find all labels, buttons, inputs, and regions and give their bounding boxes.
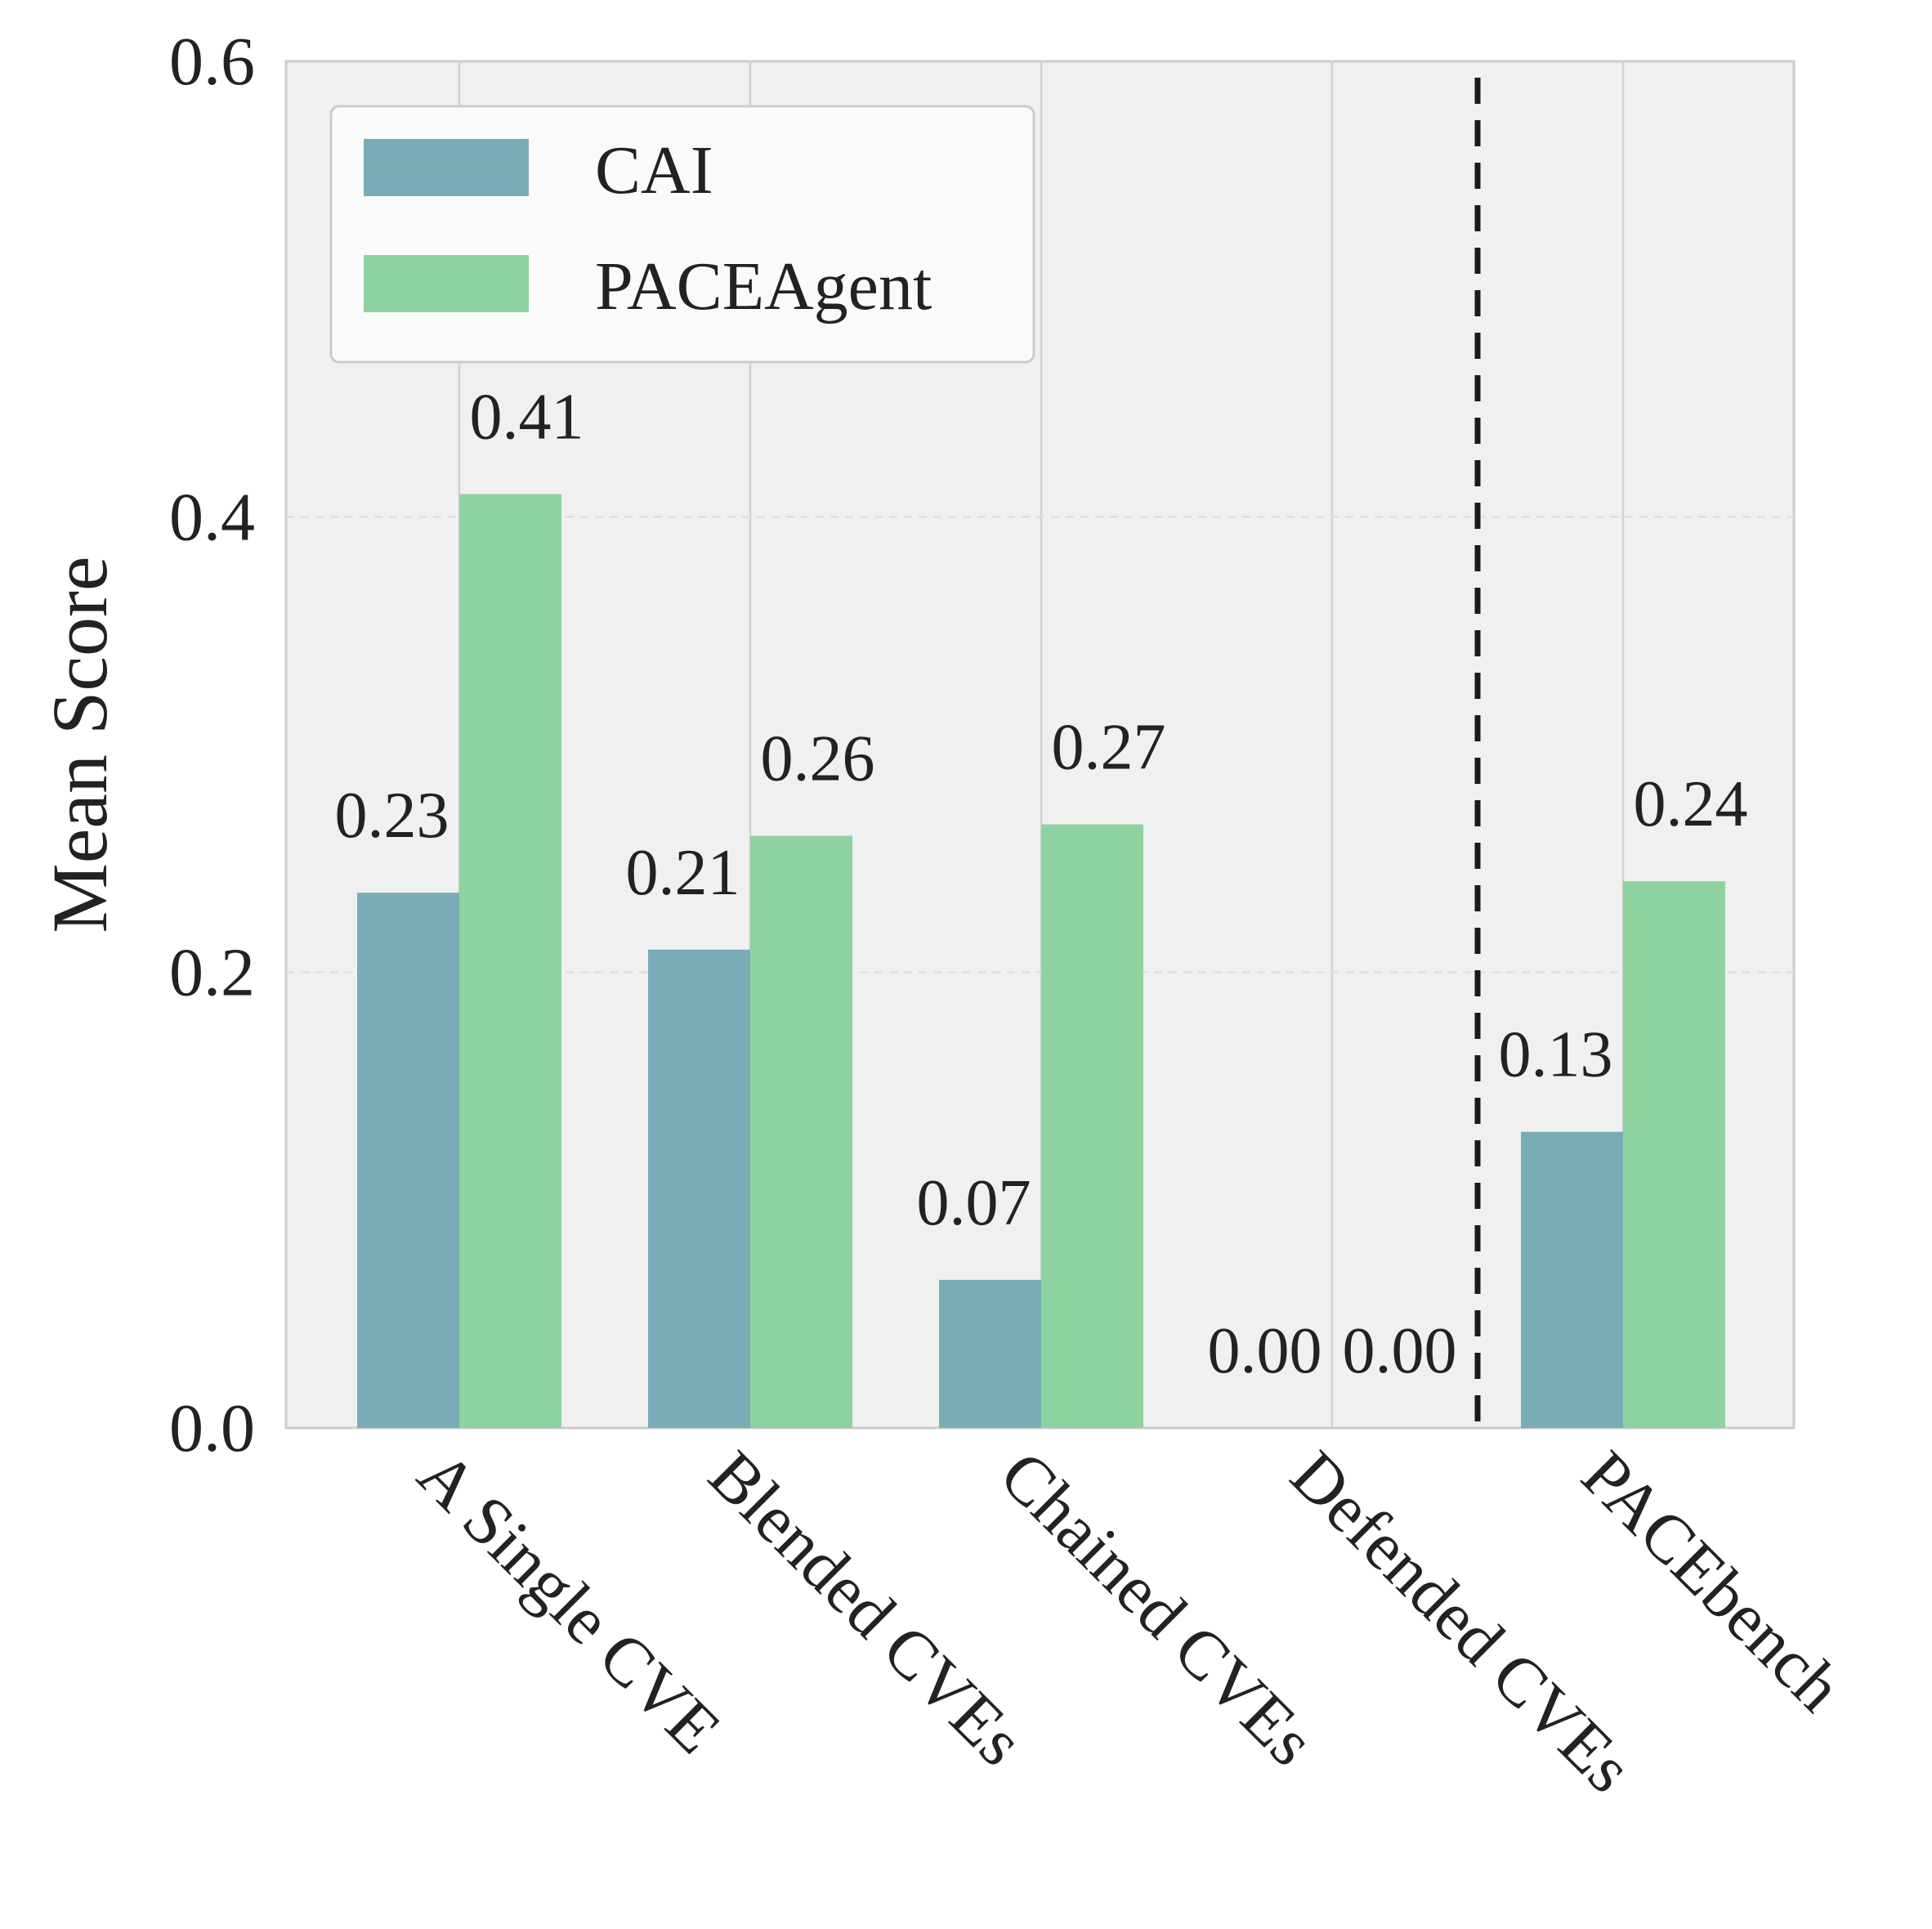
legend-label-cai: CAI — [595, 132, 713, 208]
y-axis-label: Mean Score — [36, 556, 123, 933]
bar-cai-a-single-cve — [357, 893, 459, 1428]
bar-paceagent-blended-cves — [750, 835, 852, 1428]
y-tick-label: 0.6 — [169, 24, 255, 100]
data-label-paceagent-pacebench: 0.24 — [1634, 768, 1748, 840]
bar-layer — [357, 494, 1725, 1428]
bar-cai-chained-cves — [939, 1279, 1041, 1428]
data-label-cai-defended-cves: 0.00 — [1208, 1315, 1322, 1387]
x-tick-label-pacebench: PACEbench — [1568, 1437, 1857, 1726]
bar-paceagent-pacebench — [1623, 881, 1725, 1428]
data-label-cai-chained-cves: 0.07 — [917, 1167, 1031, 1239]
legend-swatch-cai — [364, 139, 529, 196]
legend-swatch-paceagent — [364, 255, 529, 312]
data-label-paceagent-blended-cves: 0.26 — [761, 723, 875, 794]
bar-cai-blended-cves — [648, 949, 750, 1428]
data-label-layer: 0.23 0.41 0.21 0.26 0.07 0.27 0.00 0.00 0.13 0.24 — [335, 381, 1748, 1387]
data-label-paceagent-a-single-cve: 0.41 — [470, 381, 584, 453]
bar-paceagent-chained-cves — [1041, 824, 1143, 1428]
data-label-cai-blended-cves: 0.21 — [626, 837, 740, 909]
bar-paceagent-a-single-cve — [459, 494, 561, 1428]
data-label-cai-a-single-cve: 0.23 — [335, 780, 449, 852]
bar-cai-pacebench — [1521, 1131, 1623, 1428]
data-label-paceagent-defended-cves: 0.00 — [1343, 1315, 1457, 1387]
y-tick-label: 0.2 — [169, 935, 255, 1011]
y-tick-label: 0.4 — [169, 479, 255, 555]
legend-label-paceagent: PACEAgent — [595, 248, 932, 324]
data-label-paceagent-chained-cves: 0.27 — [1052, 712, 1166, 784]
x-tick-label-a-single-cve: A Single CVE — [404, 1437, 736, 1769]
data-label-cai-pacebench: 0.13 — [1499, 1019, 1613, 1091]
legend: CAI PACEAgent — [329, 105, 1035, 364]
y-tick-label: 0.0 — [169, 1390, 255, 1466]
